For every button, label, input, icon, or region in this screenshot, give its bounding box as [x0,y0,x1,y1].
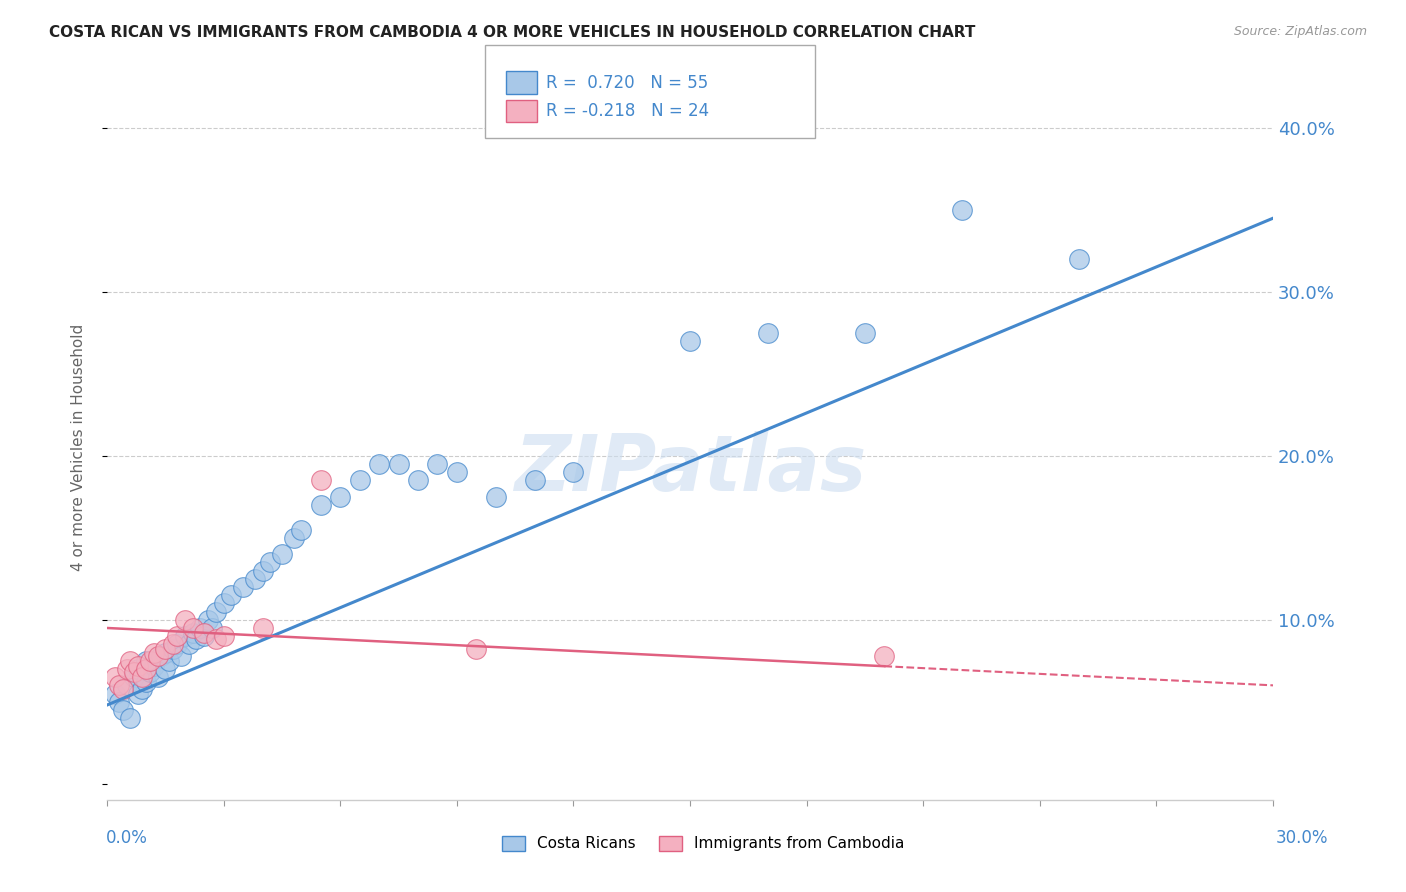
Point [283,531,305,545]
Point [104,687,127,701]
Point [162,637,184,651]
Text: R = -0.218   N = 24: R = -0.218 N = 24 [546,103,709,120]
Point [679,334,702,348]
Point [221,588,243,602]
Point [127,658,149,673]
Point [387,457,409,471]
Point [232,580,254,594]
Point [562,465,585,479]
Point [142,658,165,673]
Point [950,202,973,217]
Point [124,665,146,680]
Point [329,490,352,504]
Point [107,695,129,709]
Point [212,596,235,610]
Text: Source: ZipAtlas.com: Source: ZipAtlas.com [1233,25,1367,38]
Point [186,632,208,647]
Point [131,681,153,696]
Point [756,326,779,340]
Point [124,670,146,684]
Point [155,646,177,660]
Point [166,629,188,643]
Point [193,626,215,640]
Legend: Costa Ricans, Immigrants from Cambodia: Costa Ricans, Immigrants from Cambodia [496,830,910,857]
Point [111,703,134,717]
Point [252,564,274,578]
Point [155,662,177,676]
Point [309,498,332,512]
Point [205,605,228,619]
Point [120,654,142,668]
Point [177,637,200,651]
Point [150,648,173,663]
Point [170,648,193,663]
Point [873,648,896,663]
Point [157,654,180,668]
Point [142,646,165,660]
Point [188,621,211,635]
Point [139,665,162,680]
Point [271,547,294,561]
Point [853,326,876,340]
Point [155,642,177,657]
Point [135,654,157,668]
Text: ZIPatlas: ZIPatlas [515,431,866,507]
Point [426,457,449,471]
Point [127,662,149,676]
Point [446,465,468,479]
Point [201,621,224,635]
Point [131,670,153,684]
Point [1067,252,1090,267]
Point [212,629,235,643]
Y-axis label: 4 or more Vehicles in Household: 4 or more Vehicles in Household [72,324,86,571]
Point [115,678,138,692]
Point [146,670,169,684]
Point [523,474,546,488]
Point [139,654,162,668]
Text: R =  0.720   N = 55: R = 0.720 N = 55 [546,74,707,92]
Point [107,678,129,692]
Point [205,632,228,647]
Point [181,621,204,635]
Point [120,711,142,725]
Text: 30.0%: 30.0% [1277,829,1329,847]
Text: 0.0%: 0.0% [105,829,148,847]
Point [181,626,204,640]
Point [146,648,169,663]
Point [104,670,127,684]
Text: COSTA RICAN VS IMMIGRANTS FROM CAMBODIA 4 OR MORE VEHICLES IN HOUSEHOLD CORRELAT: COSTA RICAN VS IMMIGRANTS FROM CAMBODIA … [49,25,976,40]
Point [173,613,195,627]
Point [309,474,332,488]
Point [406,474,429,488]
Point [197,613,219,627]
Point [173,629,195,643]
Point [162,642,184,657]
Point [465,642,488,657]
Point [193,629,215,643]
Point [111,681,134,696]
Point [166,637,188,651]
Point [243,572,266,586]
Point [135,662,157,676]
Point [259,556,281,570]
Point [127,687,149,701]
Point [115,662,138,676]
Point [349,474,371,488]
Point [252,621,274,635]
Point [368,457,391,471]
Point [485,490,508,504]
Point [290,523,312,537]
Point [135,675,157,690]
